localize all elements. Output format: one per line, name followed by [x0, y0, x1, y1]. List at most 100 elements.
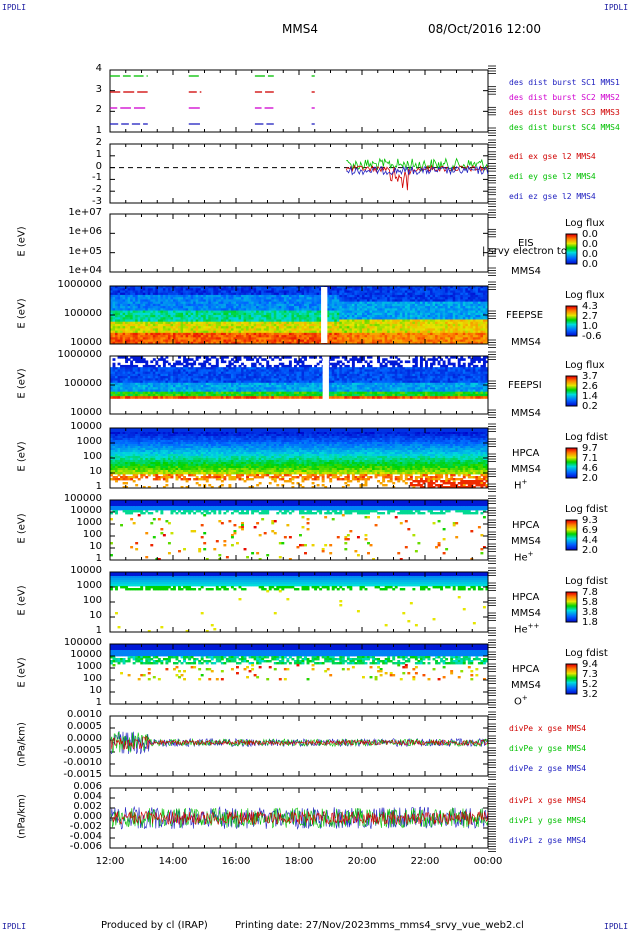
heatmap-cell [213, 303, 217, 307]
heatmap-cell [140, 339, 144, 343]
heatmap-cell [135, 323, 139, 327]
heatmap-cell [120, 391, 123, 395]
heatmap-cell [112, 315, 116, 318]
heatmap-cell [142, 332, 146, 336]
heatmap-cell [296, 290, 300, 294]
heatmap-cell [155, 299, 159, 303]
heatmap-cell [389, 335, 393, 338]
heatmap-cell [233, 319, 237, 323]
heatmap-cell [125, 286, 129, 289]
heatmap-cell [344, 321, 348, 325]
heatmap-cell [349, 301, 353, 305]
heatmap-cell [349, 299, 353, 303]
heatmap-cell [435, 332, 438, 336]
heatmap-cell [238, 317, 242, 320]
heatmap-cell [236, 341, 239, 345]
heatmap-cell [392, 317, 396, 320]
heatmap-cell [435, 303, 438, 307]
heatmap-cell [309, 301, 312, 305]
heatmap-cell [215, 292, 219, 296]
heatmap-cell [455, 306, 459, 309]
heatmap-cell [243, 301, 247, 305]
heatmap-cell [293, 299, 297, 303]
heatmap-cell [432, 328, 436, 332]
heatmap-cell [389, 319, 393, 323]
heatmap-cell [112, 396, 116, 399]
heatmap-cell [122, 297, 126, 300]
heatmap-cell [190, 306, 194, 309]
heatmap-cell [198, 328, 202, 332]
heatmap-cell [183, 391, 186, 395]
heatmap-cell [422, 315, 426, 318]
heatmap-cell [354, 299, 358, 303]
heatmap-cell [349, 326, 353, 329]
heatmap-cell [460, 310, 464, 314]
heatmap-cell [137, 301, 141, 305]
heatmap-cell [115, 303, 118, 307]
heatmap-cell [188, 396, 192, 399]
heatmap-cell [258, 332, 262, 336]
heatmap-cell [122, 389, 126, 393]
heatmap-cell [218, 306, 222, 309]
heatmap-cell [414, 341, 418, 345]
heatmap-cell [157, 364, 161, 368]
heatmap-cell [268, 315, 272, 318]
heatmap-cell [309, 288, 312, 291]
heatmap-cell [198, 297, 202, 300]
heatmap-cell [374, 321, 378, 325]
heatmap-cell [258, 292, 262, 296]
heatmap-cell [160, 323, 164, 327]
heatmap-cell [417, 339, 421, 343]
heatmap-cell [183, 290, 186, 294]
heatmap-cell [462, 330, 466, 334]
heatmap-cell [273, 326, 277, 329]
heatmap-cell [175, 385, 179, 388]
heatmap-cell [472, 301, 476, 305]
heatmap-cell [145, 371, 149, 375]
heatmap-cell [258, 337, 262, 340]
heatmap-cell [367, 323, 370, 327]
heatmap-cell [135, 326, 139, 329]
heatmap-cell [407, 319, 411, 323]
heatmap-cell [165, 378, 169, 381]
heatmap-cell [213, 380, 217, 384]
heatmap-cell [167, 362, 171, 366]
heatmap-cell [319, 306, 323, 309]
heatmap-cell [314, 312, 318, 316]
heatmap-cell [362, 339, 365, 343]
heatmap-cell [460, 315, 464, 318]
heatmap-cell [457, 315, 461, 318]
colorbar-cell [566, 309, 577, 311]
heatmap-cell [462, 321, 466, 325]
heatmap-cell [447, 306, 451, 309]
heatmap-cell [178, 360, 181, 364]
heatmap-cell [112, 299, 116, 303]
heatmap-cell [195, 376, 199, 379]
heatmap-cell [157, 332, 161, 336]
heatmap-cell [404, 303, 408, 307]
heatmap-cell [359, 286, 363, 289]
heatmap-cell [183, 337, 186, 340]
heatmap-cell [369, 286, 373, 289]
heatmap-cell [256, 323, 260, 327]
heatmap-cell [319, 301, 323, 305]
heatmap-cell [225, 319, 229, 323]
heatmap-cell [430, 297, 433, 300]
heatmap-cell [160, 332, 164, 336]
heatmap-cell [369, 297, 373, 300]
heatmap-cell [256, 326, 260, 329]
heatmap-cell [238, 341, 242, 345]
heatmap-cell [162, 335, 166, 338]
heatmap-cell [218, 312, 222, 316]
heatmap-cell [213, 356, 217, 359]
heatmap-cell [372, 288, 375, 291]
heatmap-cell [185, 306, 189, 309]
heatmap-cell [319, 339, 323, 343]
colorbar-cell [566, 331, 577, 333]
heatmap-cell [291, 290, 295, 294]
heatmap-cell [137, 391, 141, 395]
heatmap-cell [293, 292, 297, 296]
heatmap-cell [450, 317, 454, 320]
heatmap-cell [236, 292, 239, 296]
heatmap-cell [147, 292, 151, 296]
